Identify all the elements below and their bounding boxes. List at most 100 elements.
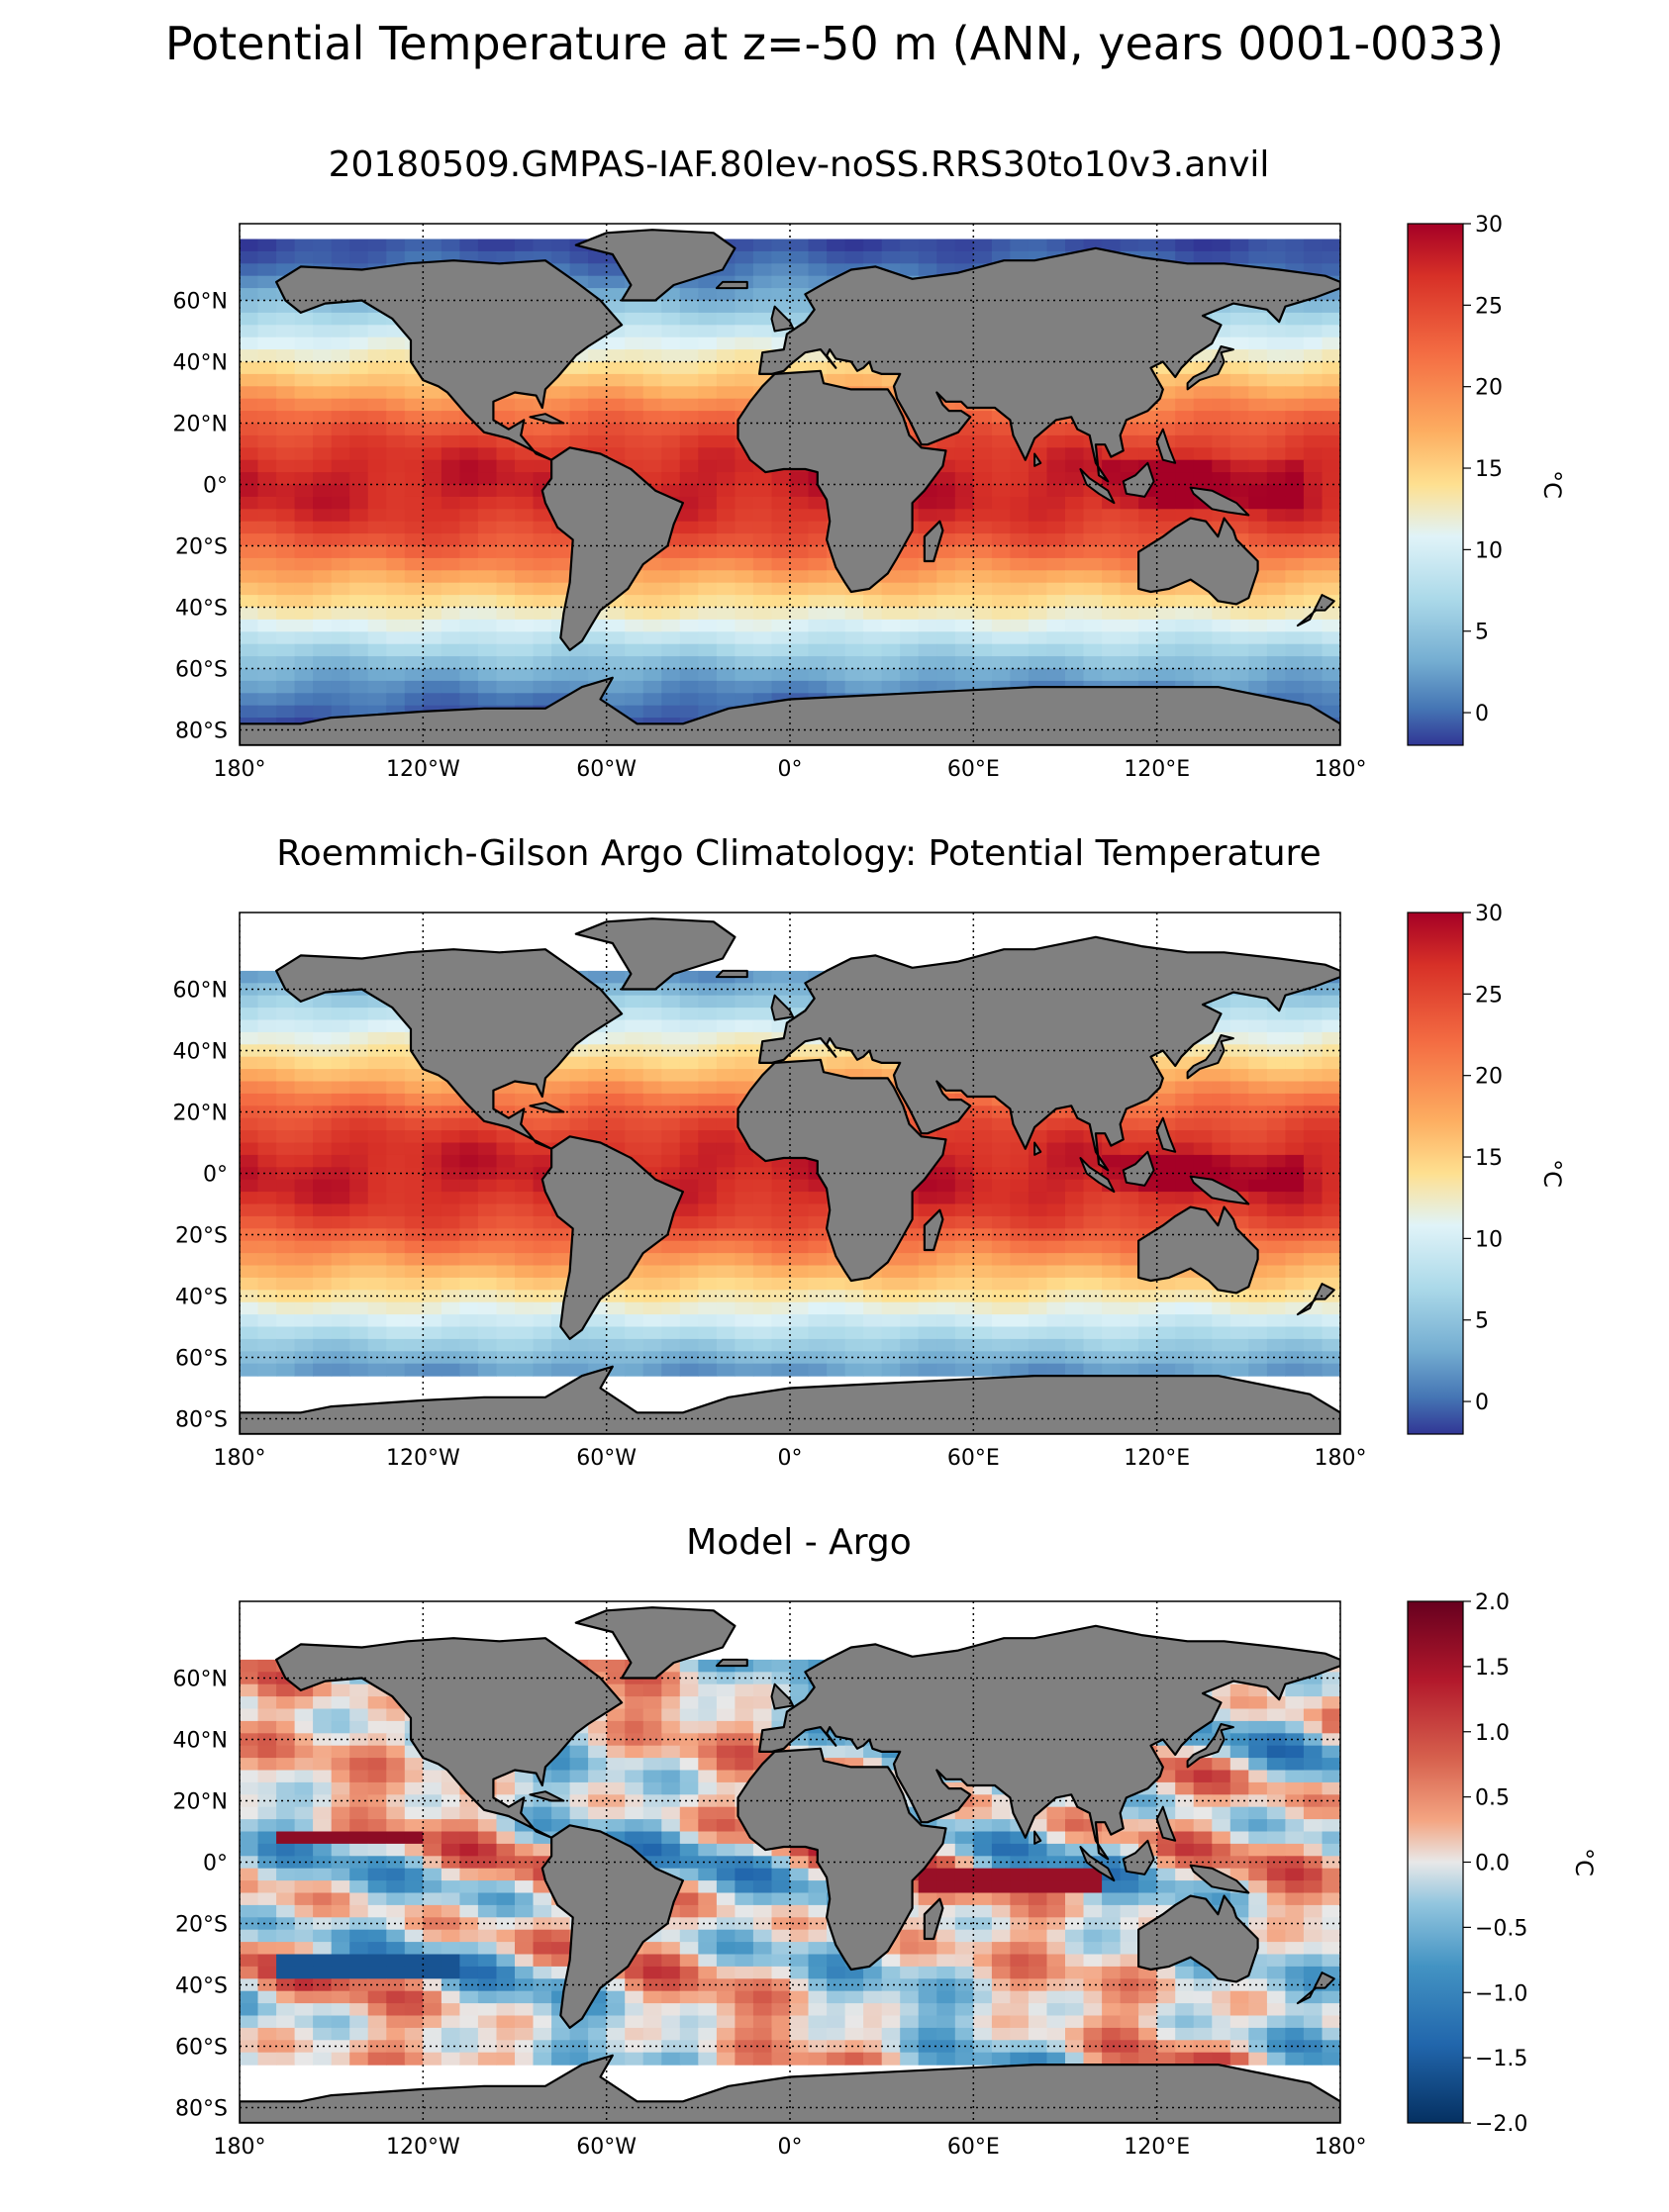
model-cell (349, 300, 369, 314)
obs-cell (1322, 1215, 1340, 1229)
obs-cell (698, 1154, 718, 1168)
obs-cell (1266, 1203, 1286, 1217)
diff-cell (735, 1708, 754, 1722)
model-cell (863, 619, 883, 632)
model-cell (1266, 680, 1286, 694)
obs-cell (1028, 1277, 1047, 1291)
obs-cell (991, 1203, 1011, 1217)
model-cell (716, 361, 736, 375)
model-cell (533, 619, 552, 632)
model-cell (771, 288, 791, 302)
model-cell (240, 545, 259, 559)
model-cell (679, 656, 699, 670)
model-cell (1303, 680, 1323, 694)
obs-cell (1248, 1008, 1268, 1021)
obs-cell (1028, 1301, 1047, 1315)
obs-cell (367, 1192, 387, 1205)
model-cell (735, 263, 754, 277)
model-cell (441, 619, 460, 632)
model-cell (257, 386, 277, 400)
obs-cell (1028, 1351, 1047, 1365)
obs-cell (404, 1240, 424, 1254)
obs-cell (808, 1215, 828, 1229)
obs-cell (404, 1081, 424, 1095)
model-cell (294, 705, 314, 719)
obs-cell (1248, 1363, 1268, 1377)
obs-cell (1156, 1203, 1176, 1217)
obs-cell (863, 1351, 883, 1365)
obs-cell (276, 1215, 296, 1229)
diff-cell (625, 1708, 644, 1722)
obs-cell (1229, 1326, 1249, 1340)
model-cell (331, 533, 350, 547)
obs-cell (698, 1290, 718, 1303)
obs-cell (1303, 1106, 1323, 1119)
model-cell (790, 521, 810, 534)
model-cell (367, 693, 387, 707)
obs-cell (661, 1290, 681, 1303)
model-cell (1322, 570, 1340, 584)
obs-cell (257, 995, 277, 1009)
model-cell (331, 557, 350, 571)
model-cell (808, 680, 828, 694)
model-cell (1322, 484, 1340, 498)
obs-cell (716, 1290, 736, 1303)
model-cell (698, 434, 718, 448)
model-cell (716, 337, 736, 350)
model-cell (1175, 423, 1195, 436)
model-cell (954, 619, 974, 632)
model-cell (1266, 373, 1286, 387)
obs-cell (423, 1192, 442, 1205)
obs-cell (515, 1093, 535, 1106)
obs-cell (1303, 1363, 1323, 1377)
model-cell (240, 631, 259, 645)
model-cell (1138, 521, 1158, 534)
obs-cell (294, 1130, 314, 1144)
model-cell (588, 411, 608, 425)
obs-cell (423, 1117, 442, 1131)
obs-cell (276, 1301, 296, 1315)
obs-cell (735, 1215, 754, 1229)
diff-cell (606, 1672, 626, 1685)
model-cell (844, 668, 864, 682)
model-cell (515, 619, 535, 632)
obs-cell (642, 1154, 662, 1168)
model-cell (276, 361, 296, 375)
model-cell (642, 656, 662, 670)
model-cell (240, 373, 259, 387)
obs-cell (367, 1265, 387, 1279)
obs-land-greenland (574, 917, 736, 991)
model-cell (294, 582, 314, 596)
model-cell (257, 373, 277, 387)
model-cell (625, 668, 644, 682)
diff-cell (679, 1745, 699, 1759)
obs-cell (1083, 1228, 1103, 1242)
model-cell (735, 582, 754, 596)
model-cell (313, 239, 333, 252)
obs-cell (1266, 1167, 1286, 1181)
model-cell (313, 459, 333, 473)
model-cell (569, 361, 589, 375)
obs-cell (679, 1142, 699, 1156)
obs-cell (1212, 1314, 1231, 1328)
model-cell (1193, 239, 1213, 252)
diff-cell (752, 1708, 772, 1722)
model-cell (1175, 595, 1195, 609)
obs-cell (331, 995, 350, 1009)
obs-cell (991, 1277, 1011, 1291)
obs-cell (679, 1265, 699, 1279)
obs-map-frame (239, 912, 1341, 1435)
obs-cell (1156, 1326, 1176, 1340)
diff-cell (716, 1720, 736, 1734)
model-cell (313, 496, 333, 510)
model-cell (1303, 325, 1323, 338)
model-cell (1303, 693, 1323, 707)
model-cell (679, 447, 699, 461)
model-cell (1138, 434, 1158, 448)
obs-cell (294, 1031, 314, 1045)
obs-cell (752, 1192, 772, 1205)
obs-cell (441, 1228, 460, 1242)
model-cell (606, 434, 626, 448)
diff-cell (313, 1733, 333, 1747)
obs-cell (515, 1228, 535, 1242)
